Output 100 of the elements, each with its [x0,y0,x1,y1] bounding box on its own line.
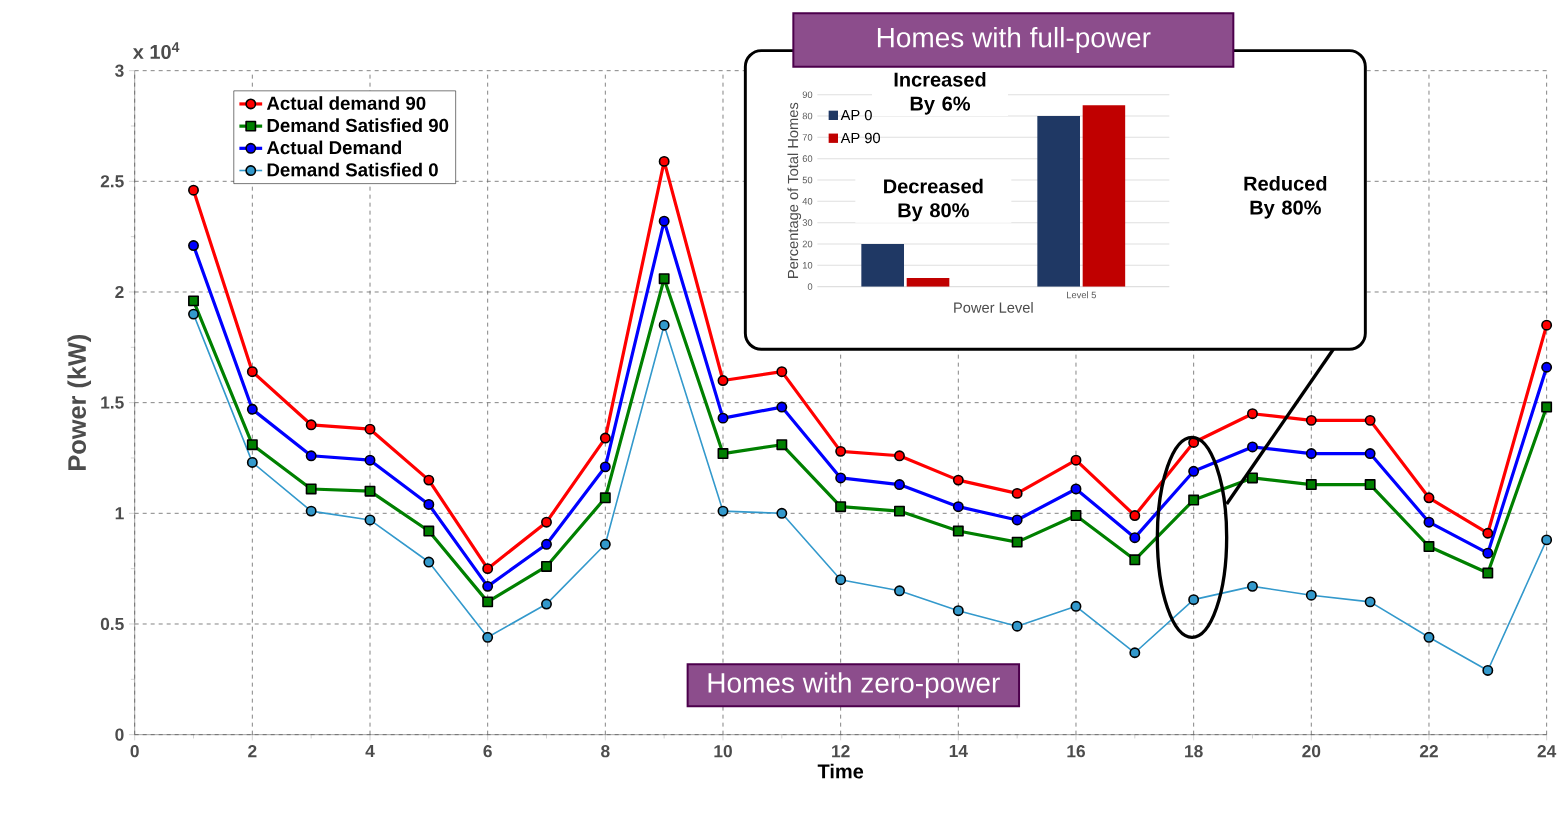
point [482,563,494,575]
point [1482,527,1494,539]
annotation: Homes with zero-power [708,672,1000,699]
y-tick-label: 30 [802,219,813,226]
y-tick-label: 2.5 [100,175,124,188]
x-tick-label: 8 [601,745,610,758]
point [1188,594,1200,606]
point [1011,487,1023,499]
point [776,439,788,451]
point [364,454,376,466]
point [1482,567,1494,579]
bar [1037,116,1080,287]
x-tick-label: 2 [248,745,257,758]
point [952,474,964,486]
point [717,505,729,517]
point [482,580,494,592]
point [1188,494,1200,506]
point [894,450,905,462]
point [717,412,729,424]
point [1070,600,1082,612]
y-tick-label: 0 [807,283,813,290]
point [1129,532,1141,544]
point [1070,483,1082,495]
y-tick-label: 1.5 [101,396,124,409]
annotation: Decreased By 80% [884,178,983,222]
y-axis-title: Power (kW) [67,334,92,470]
legend-label: AP 90 [840,132,880,144]
point [717,448,729,460]
y-tick-label: 3 [115,64,124,77]
x-tick-label: 12 [832,745,850,758]
x-tick-label: 16 [1067,745,1085,758]
legend-label: Actual demand 90 [266,96,426,110]
point [305,450,317,462]
point [423,556,435,568]
point [1541,401,1553,413]
y-tick-label: 0.5 [100,617,124,631]
annotation: Reduced By 80% [1244,176,1327,219]
point [894,505,905,517]
point [1482,547,1494,559]
point [188,240,199,251]
bar [906,278,950,287]
bar [1082,105,1126,287]
point [482,596,494,608]
point [482,631,494,643]
point [246,403,258,415]
point [658,215,670,227]
point [1364,448,1376,460]
point [305,505,317,517]
x-tick-label: 20 [1302,745,1321,758]
point [541,560,552,572]
point [835,501,847,513]
point [246,456,258,468]
point [1011,536,1023,548]
x-axis-title: Time [817,763,864,779]
point [541,598,552,610]
point [423,474,435,486]
point [423,525,435,537]
point [599,432,611,444]
y-tick-label: 80 [802,112,813,120]
y-tick-label: 2 [115,285,124,299]
point [658,155,670,167]
legend-label: Actual Demand [266,140,402,155]
point [658,273,670,285]
point [1541,319,1553,331]
y-tick-label: 20 [802,240,813,248]
legend-label: Demand Satisfied 90 [267,118,449,133]
y-tick-label: 70 [802,134,813,141]
point [246,439,258,451]
x-tick-label: 24 [1537,745,1557,758]
point [541,538,552,550]
point [305,483,317,495]
point [1541,534,1553,546]
legend-label: AP 0 [840,109,872,121]
text: x 10$^{4}$ [132,42,180,60]
point [776,366,788,378]
point [776,507,788,519]
point [658,319,670,331]
point [1364,596,1376,608]
point [894,585,905,597]
point [894,479,905,491]
point [835,574,847,586]
point [1423,516,1435,528]
y-tick-label: 50 [802,176,813,184]
legend-label: Demand Satisfied 0 [267,162,438,177]
point [1247,580,1258,592]
point [1541,361,1553,373]
point [952,605,964,617]
point [1423,541,1435,552]
point [952,501,964,513]
point [1011,514,1023,526]
point [599,492,611,504]
point [599,538,611,550]
point [1070,454,1082,466]
point [541,516,552,528]
point [1070,510,1082,521]
point [305,419,317,431]
x-tick-label: 22 [1419,745,1438,758]
x-tick-label: 4 [365,745,375,757]
point [1364,414,1376,426]
x-tick-label: 6 [483,745,492,758]
